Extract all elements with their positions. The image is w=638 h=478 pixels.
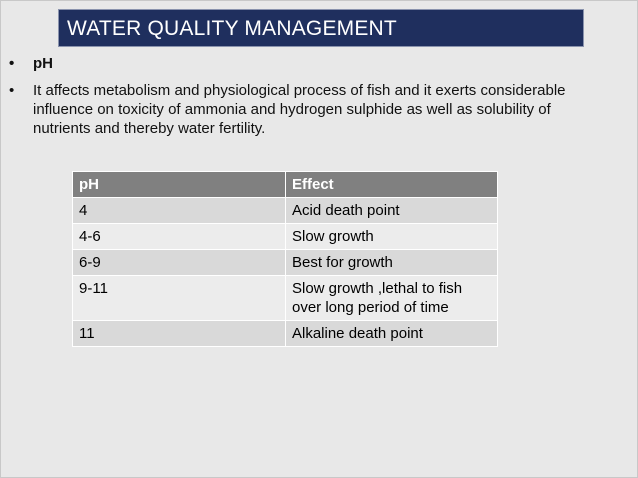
bullet: • pH	[9, 55, 53, 72]
title: WATER QUALITY MANAGEMENT	[58, 9, 584, 47]
table: pH Effect 4 Acid death point 4-6 Slow grow…	[72, 171, 498, 347]
row: 11 Alkaline death point	[72, 320, 498, 347]
row: 4 Acid death point	[72, 197, 498, 224]
header-row: pH Effect	[72, 171, 498, 198]
cell: 11	[72, 320, 286, 347]
cell: Acid death point	[285, 197, 498, 224]
bullet-text: pH	[33, 55, 53, 72]
cell: Alkaline death point	[285, 320, 498, 347]
cell: Slow growth ,lethal to fish over long pe…	[285, 275, 498, 321]
row: 9-11 Slow growth ,lethal to fish over lon…	[72, 275, 498, 321]
row: 4-6 Slow growth	[72, 223, 498, 250]
cell: Best for growth	[285, 249, 498, 276]
header-cell: pH	[72, 171, 286, 198]
cell: 4	[72, 197, 286, 224]
cell: Slow growth	[285, 223, 498, 250]
header-cell: Effect	[285, 171, 498, 198]
cell: 4-6	[72, 223, 286, 250]
bullet: • It affects metabolism and physiological…	[9, 81, 609, 138]
row: 6-9 Best for growth	[72, 249, 498, 276]
bullet-text: It affects metabolism and physiological …	[33, 82, 566, 137]
cell: 6-9	[72, 249, 286, 276]
cell: 9-11	[72, 275, 286, 321]
